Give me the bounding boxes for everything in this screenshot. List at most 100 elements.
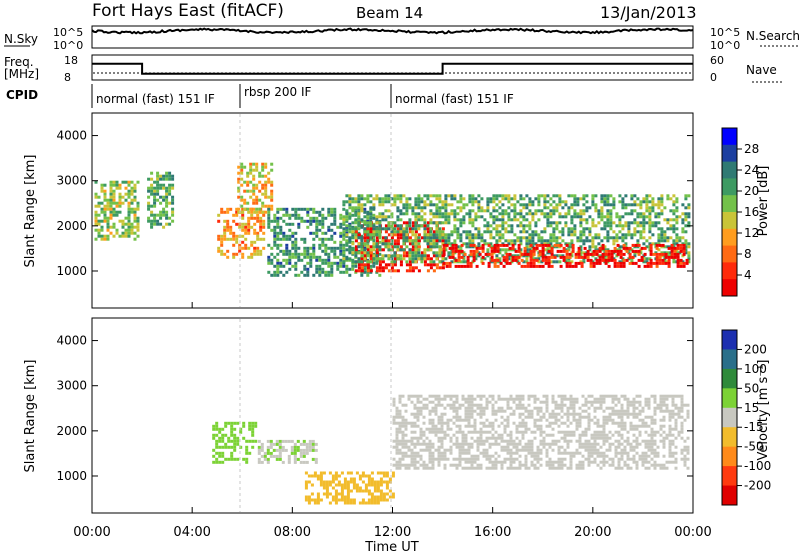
power-cell <box>411 269 415 273</box>
power-cell <box>675 206 679 210</box>
velocity-cell <box>491 424 495 428</box>
velocity-cell <box>373 483 377 487</box>
power-cell <box>238 225 242 229</box>
velocity-cell <box>212 460 216 464</box>
power-cell <box>100 237 104 241</box>
power-cell <box>162 177 166 181</box>
velocity-cell <box>569 457 573 461</box>
velocity-cell <box>437 418 441 422</box>
velocity-cell <box>370 483 374 487</box>
velocity-cell <box>623 397 627 401</box>
velocity-cell <box>602 430 606 434</box>
power-cell <box>660 203 664 207</box>
velocity-cell <box>395 451 399 455</box>
velocity-cell <box>367 474 371 478</box>
power-cell <box>642 212 646 216</box>
power-cell <box>472 243 476 247</box>
cpid-segment-3: normal (fast) 151 IF <box>395 92 514 106</box>
power-cell <box>507 215 511 219</box>
power-cell <box>543 239 547 243</box>
power-cell <box>405 251 409 255</box>
power-colorbar-swatch <box>722 245 737 263</box>
velocity-cell <box>677 409 681 413</box>
power-cell <box>492 236 496 240</box>
power-cell <box>609 194 613 198</box>
power-cell <box>493 264 497 268</box>
power-cell <box>270 252 274 256</box>
velocity-cell <box>239 445 243 449</box>
power-cell <box>505 255 509 259</box>
power-cell <box>112 183 116 187</box>
velocity-cell <box>392 418 396 422</box>
power-cell <box>387 197 391 201</box>
power-cell <box>279 228 283 232</box>
power-cell <box>267 222 271 226</box>
power-cell <box>655 261 659 265</box>
power-cell <box>441 236 445 240</box>
power-cell <box>354 206 358 210</box>
velocity-cell <box>509 412 513 416</box>
power-cell <box>156 219 160 223</box>
power-cell <box>261 183 265 187</box>
power-cell <box>147 201 151 205</box>
velocity-cell <box>299 442 303 446</box>
velocity-cell <box>620 421 624 425</box>
velocity-colorbar-swatch <box>722 485 737 506</box>
power-cell <box>453 224 457 228</box>
velocity-cell <box>668 409 672 413</box>
power-cell <box>565 252 569 256</box>
velocity-cell <box>437 397 441 401</box>
power-cell <box>423 251 427 255</box>
power-cell <box>249 180 253 184</box>
power-cell <box>417 215 421 219</box>
power-cell <box>252 198 256 202</box>
power-cell <box>333 261 337 265</box>
velocity-cell <box>497 409 501 413</box>
velocity-cell <box>557 412 561 416</box>
power-cell <box>507 200 511 204</box>
velocity-cell <box>398 397 402 401</box>
velocity-cell <box>563 403 567 407</box>
power-cell <box>378 212 382 216</box>
power-cell <box>226 207 230 211</box>
velocity-cell <box>617 433 621 437</box>
power-cell <box>645 197 649 201</box>
power-cell <box>399 248 403 252</box>
power-cell <box>541 255 545 259</box>
power-cell <box>588 245 592 249</box>
power-cell <box>513 212 517 216</box>
power-cell <box>285 237 289 241</box>
power-cell <box>576 239 580 243</box>
power-cell <box>279 270 283 274</box>
power-cell <box>648 242 652 246</box>
power-cell <box>267 204 271 208</box>
power-cell <box>447 251 451 255</box>
velocity-cell <box>548 460 552 464</box>
power-cell <box>639 200 643 204</box>
power-cell <box>237 171 241 175</box>
power-cell <box>150 222 154 226</box>
power-cell <box>477 215 481 219</box>
power-cell <box>480 260 484 264</box>
power-cell <box>429 218 433 222</box>
power-cell <box>127 195 131 199</box>
velocity-cell <box>539 424 543 428</box>
power-cell <box>462 242 466 246</box>
power-cell <box>567 245 571 249</box>
power-cell <box>342 237 346 241</box>
power-cell <box>526 252 530 256</box>
power-cell <box>393 245 397 249</box>
velocity-cell <box>632 454 636 458</box>
velocity-cell <box>299 451 303 455</box>
power-cell <box>483 257 487 261</box>
velocity-cell <box>644 397 648 401</box>
power-cell <box>381 236 385 240</box>
power-cell <box>136 228 140 232</box>
power-cell <box>339 234 343 238</box>
power-cell <box>534 257 538 261</box>
power-cell <box>537 239 541 243</box>
power-cell <box>649 249 653 253</box>
power-cell <box>408 221 412 225</box>
power-cell <box>360 203 364 207</box>
power-cell <box>529 261 533 265</box>
